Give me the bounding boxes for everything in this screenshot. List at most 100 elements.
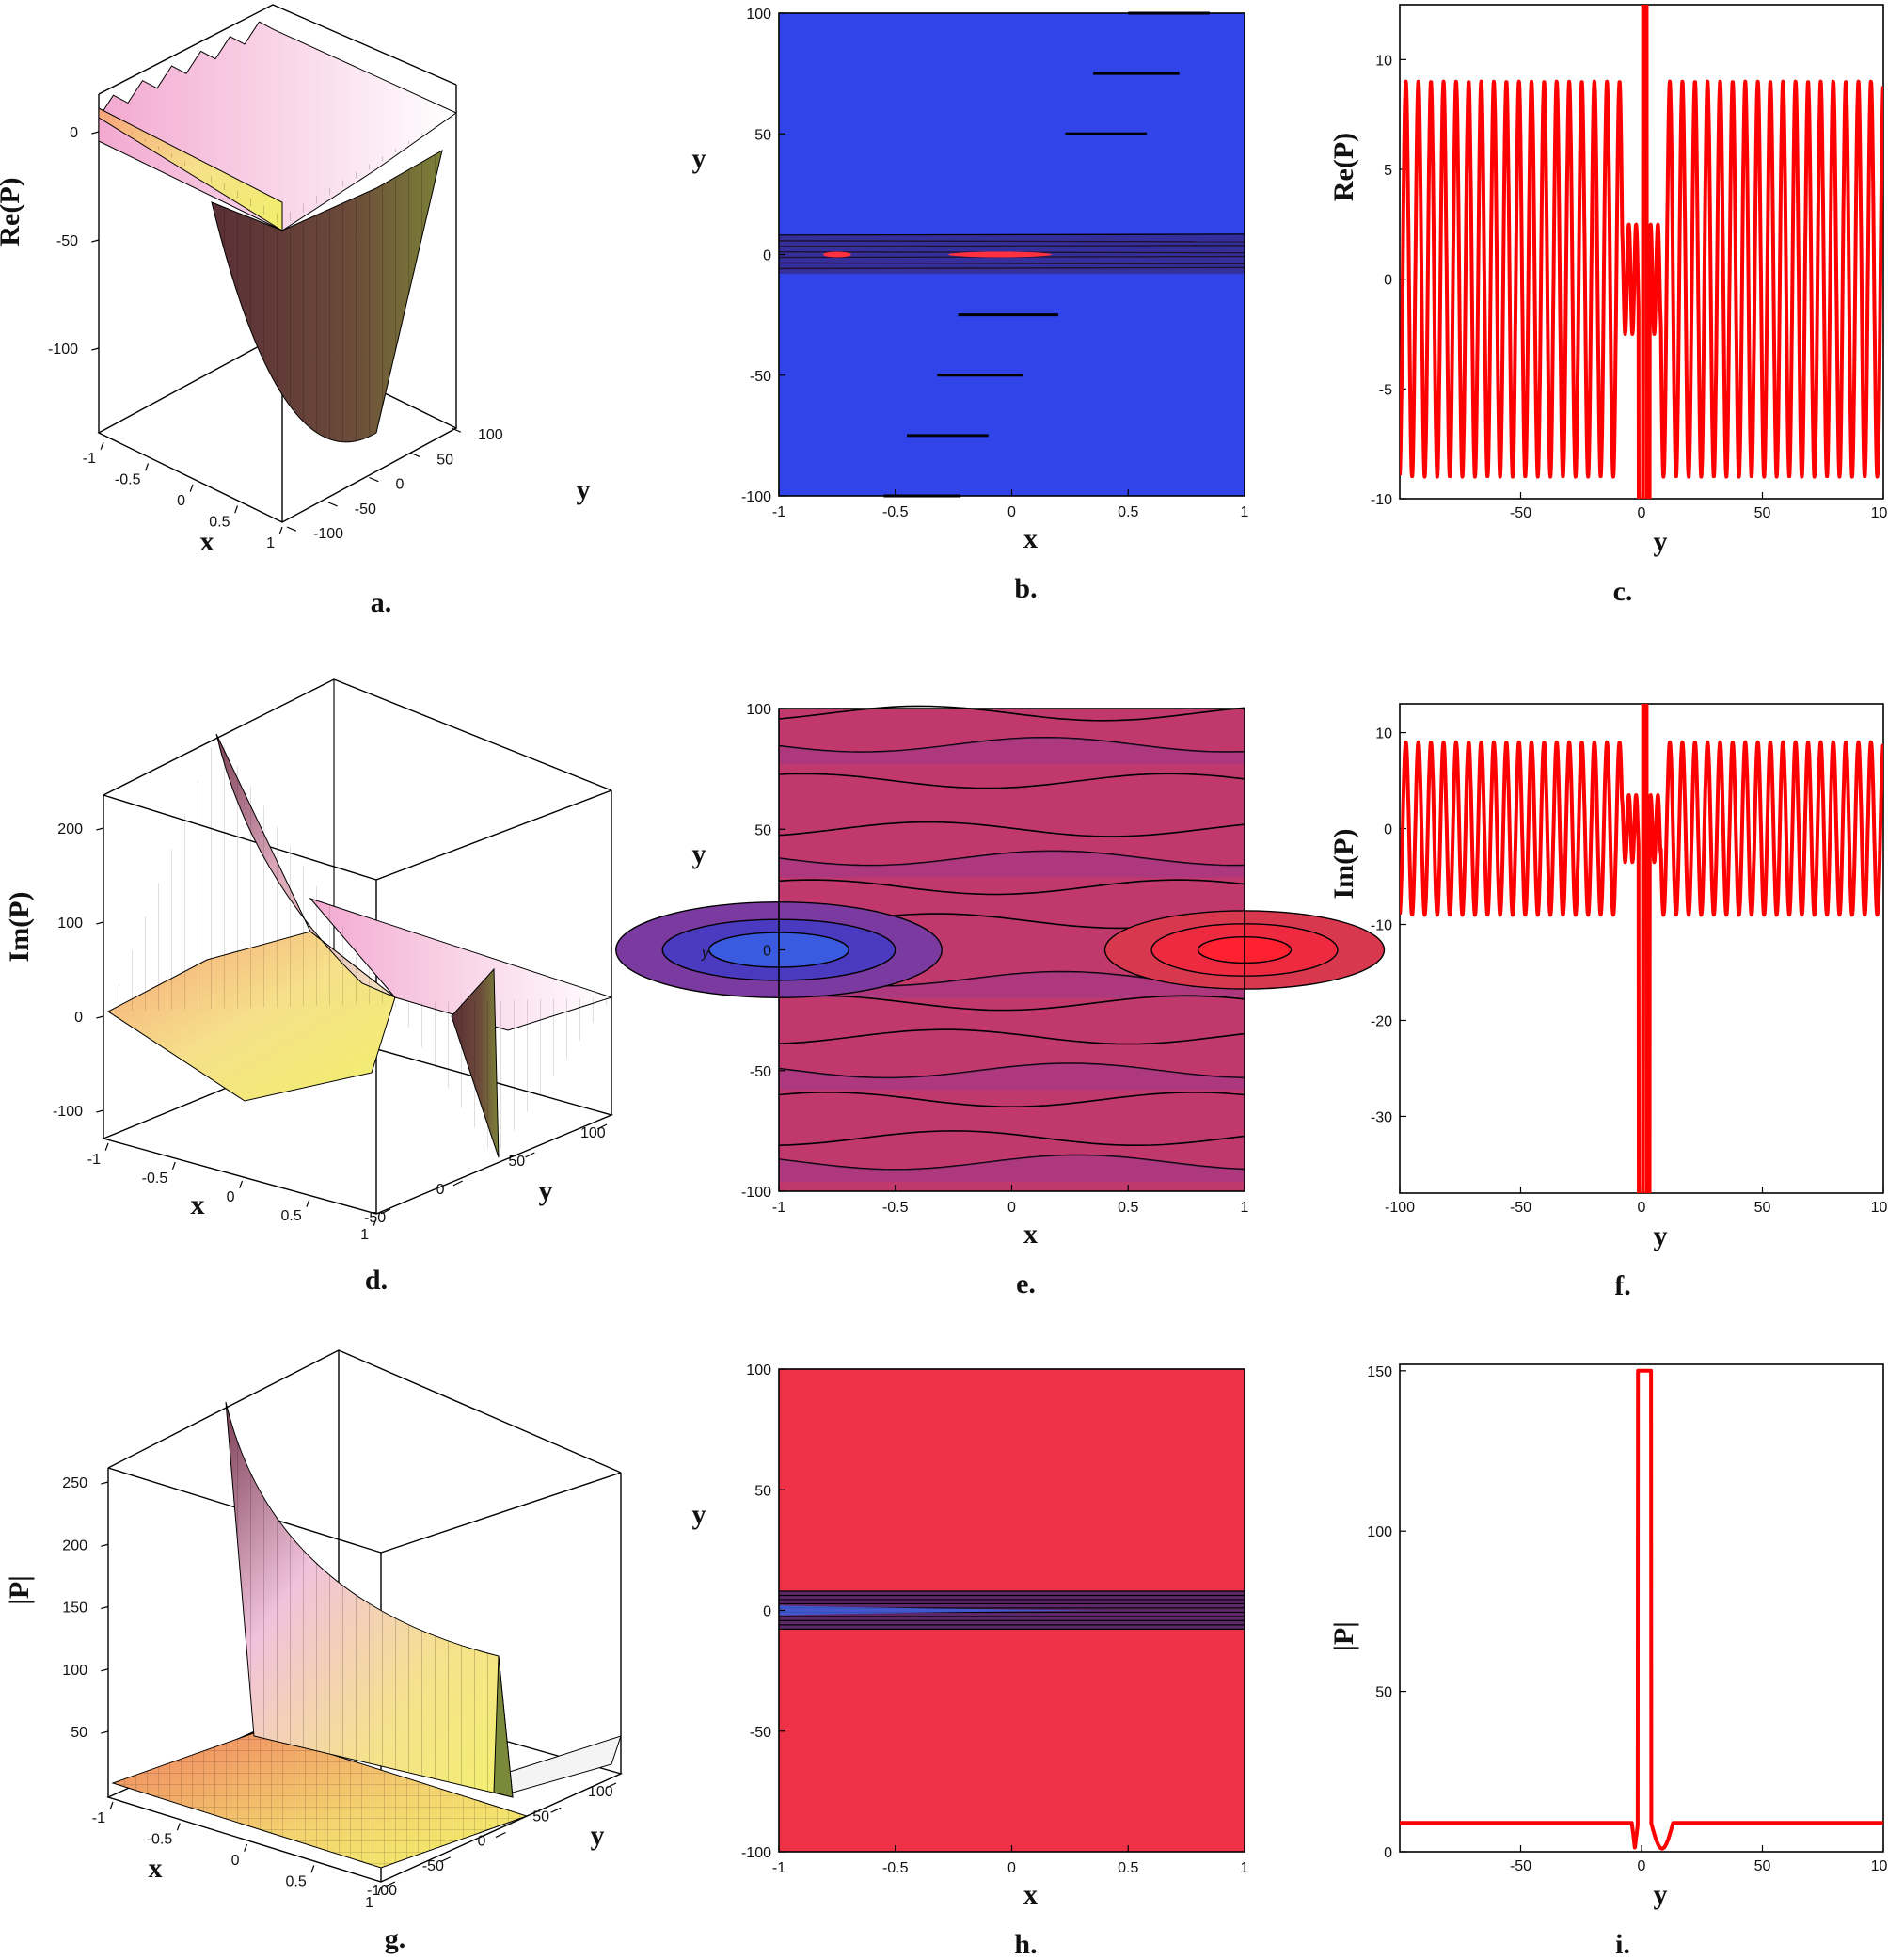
x-tick xyxy=(145,463,150,471)
y-tick-label: -100 xyxy=(367,1883,397,1899)
x-tick xyxy=(234,505,239,514)
x-tick-label: 0 xyxy=(1007,504,1016,520)
y-tick-label: -50 xyxy=(422,1858,444,1874)
surface-ridge xyxy=(98,21,457,231)
z-tick xyxy=(101,1481,109,1485)
z-tick xyxy=(101,1605,109,1610)
x-tick-label: 0 xyxy=(1638,1858,1646,1874)
x-tick-label: 0.5 xyxy=(281,1208,302,1224)
panel-a: 0 -50 -100 -1 -0.5 0 0.5 1 -100 -50 0 50 100 Re(P) x y a… xyxy=(0,4,591,618)
x-tick-label: 100 xyxy=(1871,1200,1888,1216)
z-tick-label: 200 xyxy=(62,1538,87,1554)
y-tick-label: 50 xyxy=(1375,1685,1392,1701)
x-axis-label: x xyxy=(200,526,214,557)
panel-b: -1 -0.5 0 0.5 1 -100 -50 0 50 100 x y b. xyxy=(692,7,1249,604)
contour-line xyxy=(778,1091,1245,1108)
y-tick xyxy=(286,526,297,532)
x-tick xyxy=(104,1142,109,1151)
x-tick xyxy=(244,1843,248,1852)
z-tick xyxy=(96,1109,104,1113)
x-tick-label: -0.5 xyxy=(882,504,909,520)
y-tick-label: -50 xyxy=(364,1210,386,1226)
x-tick-label: 1 xyxy=(365,1895,373,1911)
z-axis-label: Re(P) xyxy=(0,177,25,246)
x-tick-label: -100 xyxy=(1385,1200,1415,1216)
x-tick-label: -1 xyxy=(772,504,785,520)
z-tick-label: 150 xyxy=(62,1601,87,1617)
y-tick-label: 0 xyxy=(436,1182,445,1198)
x-tick-label: 0.5 xyxy=(286,1874,307,1890)
y-tick-label: 0 xyxy=(1384,273,1392,289)
contour-region xyxy=(779,851,1245,878)
y-tick-label: 50 xyxy=(754,822,771,838)
x-tick-label: -0.5 xyxy=(147,1832,173,1848)
z-tick-label: -100 xyxy=(53,1104,83,1120)
contour-line xyxy=(778,233,1245,236)
surface-mesh xyxy=(108,734,611,1157)
x-tick-label: 0.5 xyxy=(1118,1860,1138,1876)
x-tick-label: 0 xyxy=(1638,505,1646,521)
contour-line xyxy=(778,850,1245,867)
contour-peak xyxy=(822,251,851,258)
z-tick xyxy=(96,1015,104,1019)
z-axis-label: |P| xyxy=(4,1575,35,1605)
contour-region xyxy=(779,737,1245,764)
y-tick-label: -10 xyxy=(1371,918,1392,934)
contour-region xyxy=(779,1155,1245,1182)
x-tick-label: 0.5 xyxy=(1118,504,1138,520)
x-tick-label: 1 xyxy=(1241,1200,1249,1216)
panel-label: b. xyxy=(1014,573,1037,604)
x-tick-label: -1 xyxy=(83,451,96,467)
y-axis-label: Re(P) xyxy=(1328,133,1359,201)
x-tick xyxy=(377,1886,382,1894)
x-tick-label: -0.5 xyxy=(115,472,141,488)
x-tick-label: 50 xyxy=(1754,505,1771,521)
panel-h: -1 -0.5 0 0.5 1 -100 -50 0 50 100 x y h. xyxy=(692,1362,1249,1960)
y-tick-label: -100 xyxy=(741,489,771,505)
x-tick-label: -1 xyxy=(87,1152,101,1168)
panel-label: e. xyxy=(1016,1268,1036,1299)
z-tick xyxy=(96,921,104,925)
z-tick-label: 100 xyxy=(57,916,83,932)
y-tick xyxy=(439,1856,452,1863)
x-tick-label: -50 xyxy=(1510,505,1531,521)
surface-mesh xyxy=(226,1402,513,1797)
y-tick-label: 100 xyxy=(746,7,771,23)
y-tick-label: -20 xyxy=(1371,1013,1392,1029)
y-axis-label: y xyxy=(591,1820,605,1851)
y-tick-label: 0 xyxy=(763,944,771,960)
x-tick xyxy=(109,1801,114,1809)
x-tick xyxy=(171,1161,176,1170)
box-edge xyxy=(103,678,612,796)
contour-line xyxy=(778,736,1245,754)
z-tick-label: 0 xyxy=(70,125,78,141)
z-tick-label: 50 xyxy=(71,1725,87,1741)
contour-region xyxy=(779,971,1245,998)
x-tick-label: -1 xyxy=(772,1200,785,1216)
panel-label: i. xyxy=(1615,1929,1630,1960)
panel-i: -50050100150100500y|P|i. xyxy=(1328,1363,1888,1960)
y-tick-label: 50 xyxy=(508,1154,525,1170)
y-axis-label: y xyxy=(692,143,706,174)
y-tick xyxy=(369,476,379,483)
x-tick-label: -50 xyxy=(1510,1858,1531,1874)
y-tick xyxy=(327,502,338,507)
x-axis-label: x xyxy=(1023,523,1038,554)
y-tick-label: 0 xyxy=(396,477,405,493)
y-tick xyxy=(380,1208,391,1215)
y-tick-label: -50 xyxy=(355,502,376,518)
y-axis-label-2: y xyxy=(701,946,710,962)
x-tick-label: 1 xyxy=(266,535,275,551)
z-tick xyxy=(101,1730,109,1734)
z-tick-label: 250 xyxy=(62,1475,87,1491)
panel-e: -1 -0.5 0 0.5 1 -100 -50 0 50 100 x y y e. xyxy=(615,702,1386,1299)
x-tick-label: 0 xyxy=(177,493,185,509)
y-axis-label: y xyxy=(539,1175,553,1206)
x-tick-label: 0 xyxy=(231,1853,240,1869)
x-tick-label: 100 xyxy=(1871,1858,1888,1874)
z-tick-label: 0 xyxy=(74,1010,83,1026)
y-tick-label: 150 xyxy=(1367,1364,1392,1380)
z-tick xyxy=(96,827,104,831)
plot-frame xyxy=(1399,1363,1884,1853)
